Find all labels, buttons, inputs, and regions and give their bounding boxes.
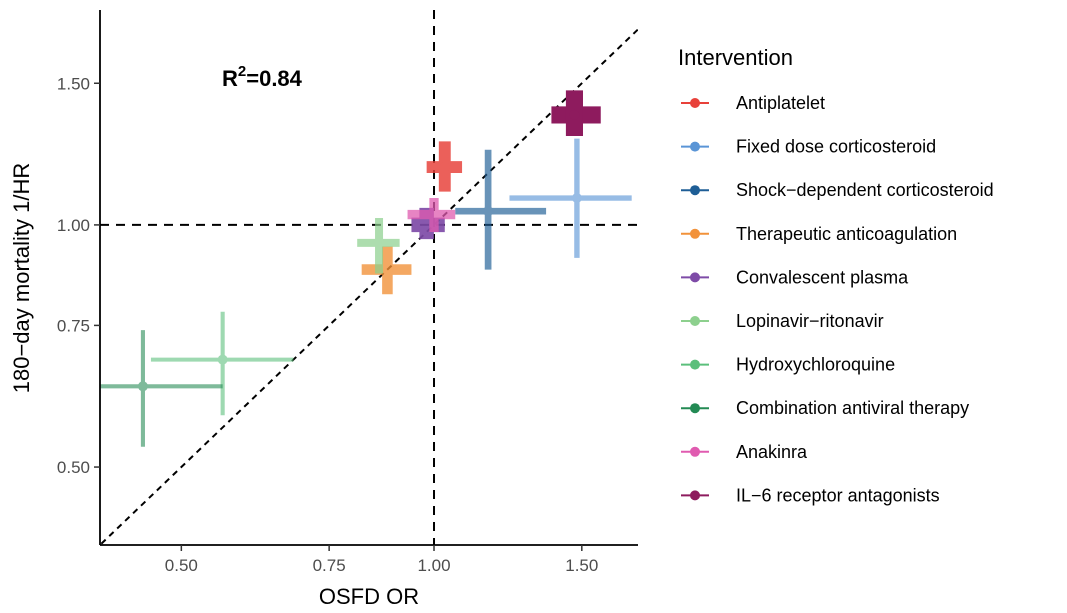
legend-label: Hydroxychloroquine [736,355,895,375]
x-ticks: 0.50 0.75 1.00 1.50 [165,545,598,575]
series-mark [357,217,400,274]
legend-item: Convalescent plasma [681,267,909,287]
series-mark [426,141,463,192]
legend-point [690,141,700,152]
axes: 0.50 0.75 1.00 1.50 0.50 0.75 1.00 1.50 OSFD O… [9,10,638,609]
legend-item: Lopinavir−ritonavir [681,311,884,331]
data-point [571,193,582,204]
legend-title: Intervention [678,45,793,70]
r-squared-annotation: R2=0.84 [222,63,303,91]
data-point [421,219,432,230]
series-mark [361,246,412,295]
series-mark [455,149,547,270]
legend-label: Shock−dependent corticosteroid [736,180,994,200]
reference-lines [100,10,638,545]
y-tick-label: 0.50 [57,458,90,477]
legend-label: Therapeutic anticoagulation [736,224,957,244]
data-point [429,209,440,220]
x-tick-label: 0.50 [165,556,198,575]
data-point [137,381,148,392]
y-tick-label: 1.00 [57,216,90,235]
legend-point [690,359,700,370]
legend-point [690,185,700,196]
data-point [217,354,228,365]
y-tick-label: 0.75 [57,316,90,335]
legend-item: Antiplatelet [681,93,825,113]
data-point [483,206,494,217]
y-ticks: 0.50 0.75 1.00 1.50 [57,74,100,477]
legend-point [690,98,700,108]
legend-point [690,446,700,457]
legend-label: Fixed dose corticosteroid [736,137,936,157]
legend-items: Antiplatelet Fixed dose corticosteroid Sho… [681,93,994,505]
legend-item: Fixed dose corticosteroid [681,137,936,157]
data-marks [100,90,632,447]
legend-label: Lopinavir−ritonavir [736,311,884,331]
legend: Intervention Antiplatelet Fixed dose cort… [678,45,994,505]
y-axis-title: 180−day mortality 1/HR [9,163,34,394]
legend-point [690,403,700,414]
legend-item: Anakinra [681,442,808,462]
data-point [374,237,385,248]
legend-item: Therapeutic anticoagulation [681,224,957,244]
series-mark [551,90,601,136]
legend-label: Anakinra [736,442,808,462]
legend-item: Hydroxychloroquine [681,355,895,375]
legend-point [690,272,700,283]
x-axis-title: OSFD OR [319,584,419,609]
series-mark [509,138,632,258]
data-point [382,264,393,275]
legend-item: Combination antiviral therapy [681,398,969,418]
x-tick-label: 0.75 [313,556,346,575]
series-mark [100,330,223,447]
y-tick-label: 1.50 [57,74,90,93]
series-mark [407,198,456,232]
data-point [569,109,580,120]
legend-label: Convalescent plasma [736,267,909,287]
legend-point [690,228,700,239]
legend-point [690,316,700,326]
legend-item: IL−6 receptor antagonists [681,485,940,505]
legend-label: Antiplatelet [736,93,825,113]
x-tick-label: 1.00 [417,556,450,575]
data-point [439,162,450,173]
identity-line [100,28,638,545]
x-tick-label: 1.50 [565,556,598,575]
legend-label: Combination antiviral therapy [736,398,969,418]
legend-item: Shock−dependent corticosteroid [681,180,994,200]
legend-label: IL−6 receptor antagonists [736,485,940,505]
series-mark [150,311,294,416]
legend-point [690,490,700,501]
